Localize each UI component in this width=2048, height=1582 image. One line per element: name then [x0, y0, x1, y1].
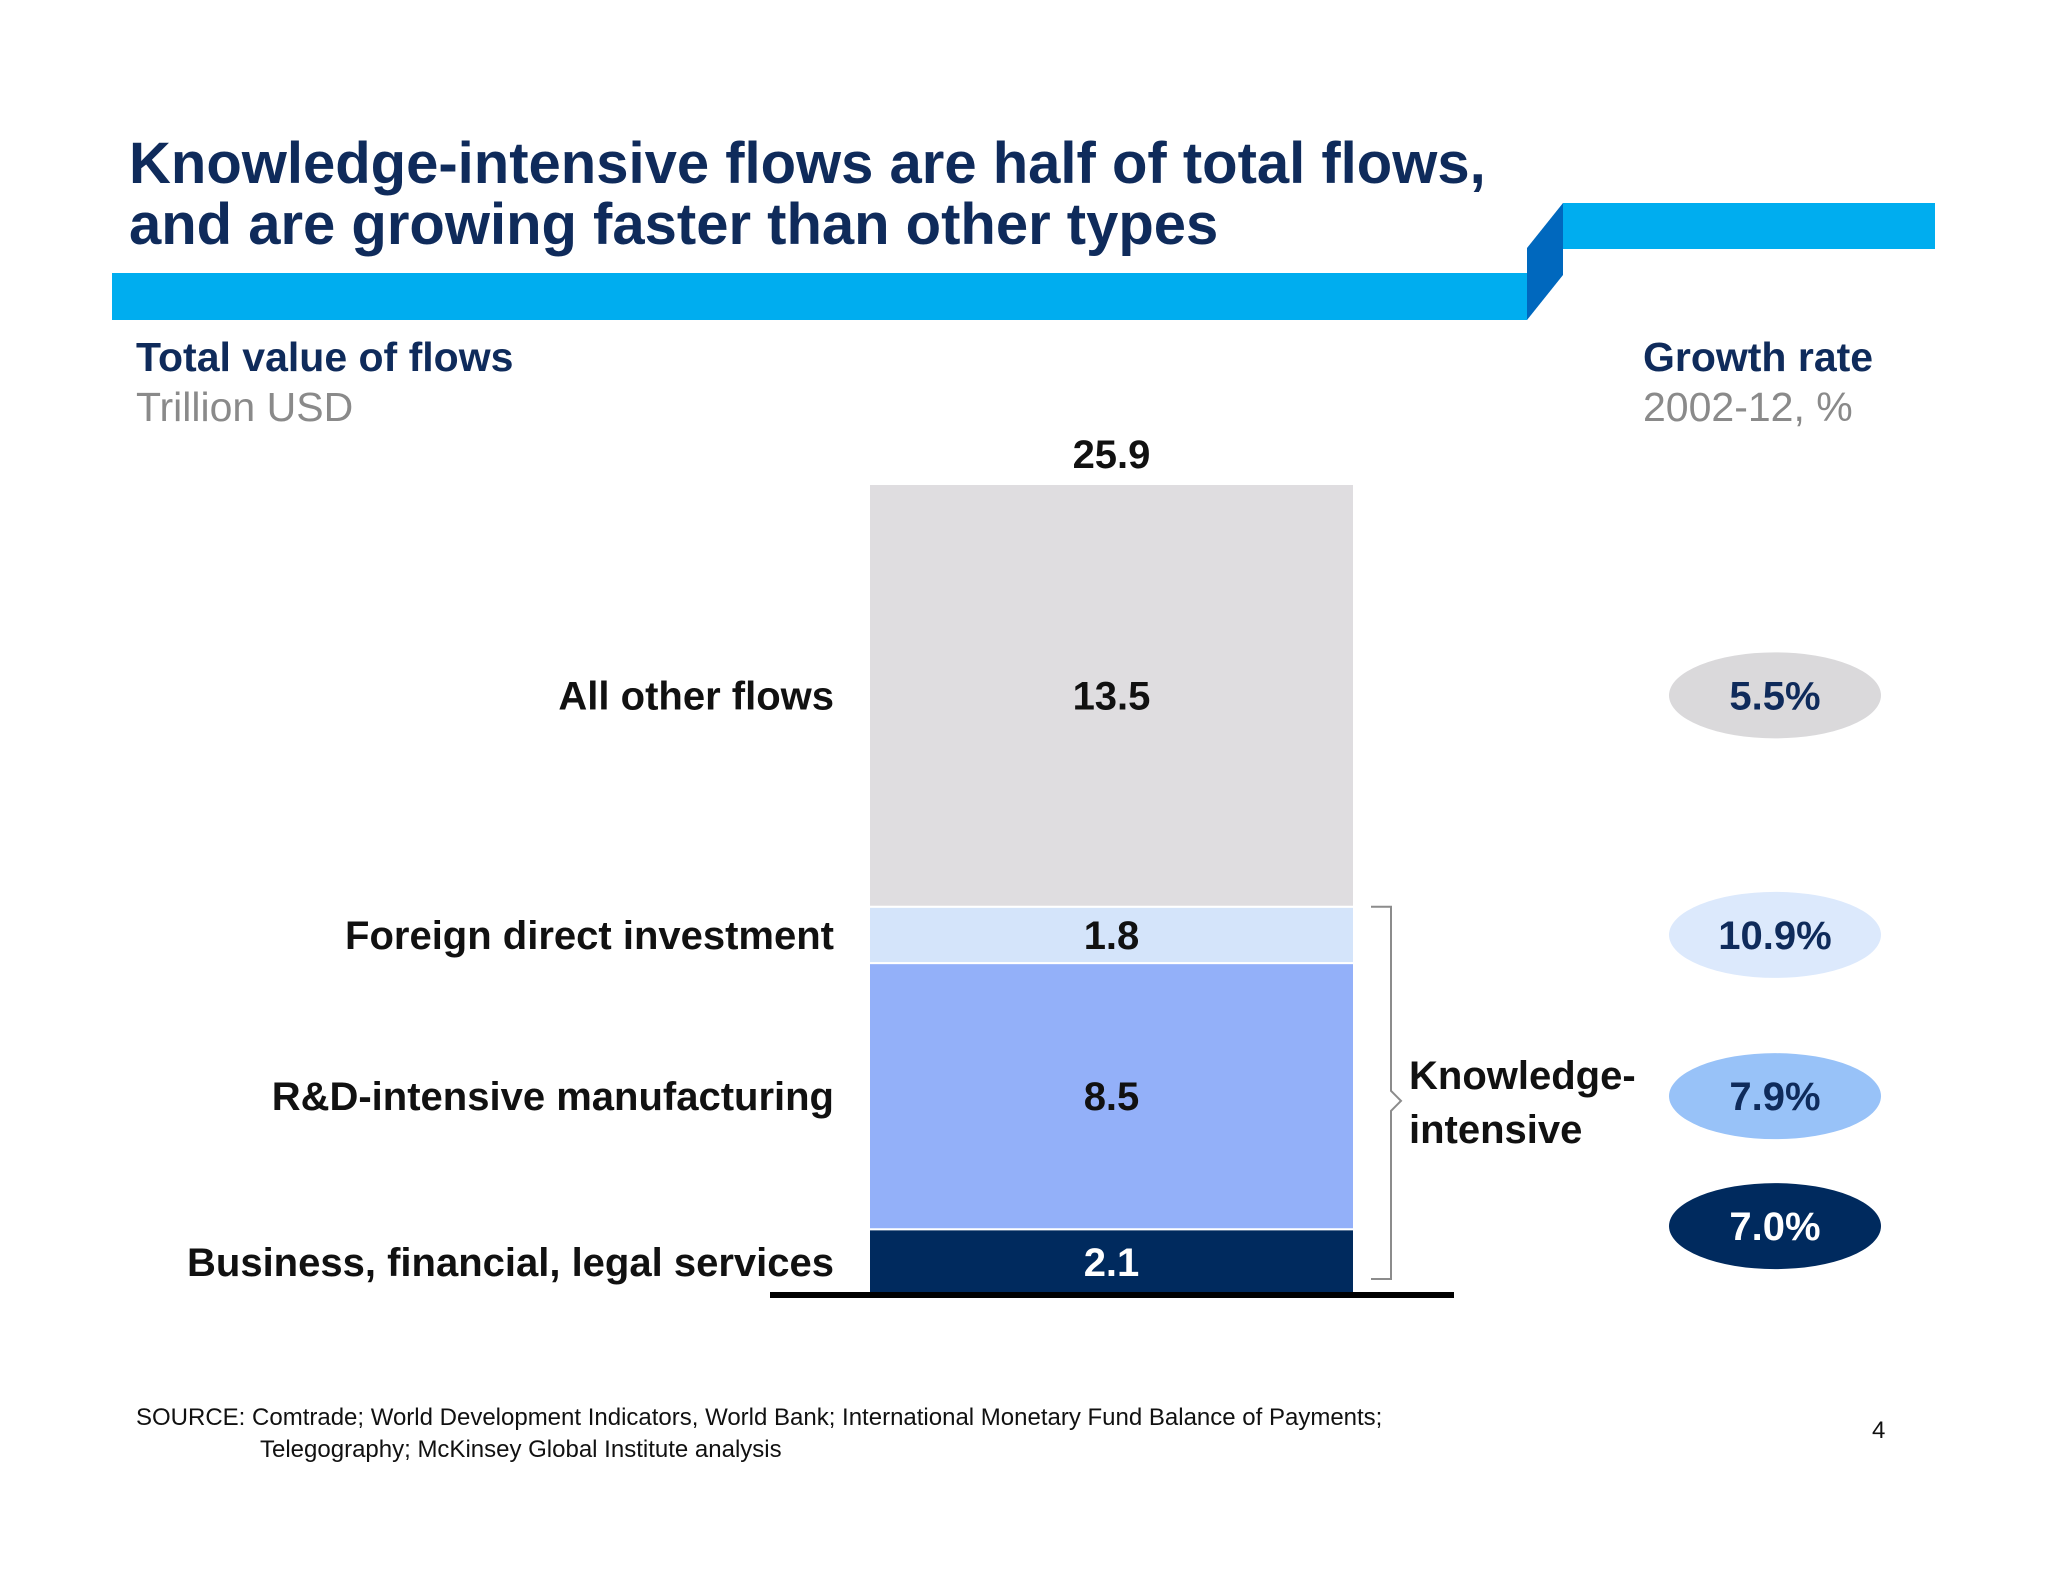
bar-segment-foreign-direct-investment: [868, 905, 1355, 965]
data-label-foreign-direct-investment: 1.8: [1084, 914, 1140, 958]
growth-pill-all-other-flows: [1669, 652, 1881, 739]
slide-title: Knowledge-intensive flows are half of to…: [129, 133, 1529, 255]
growth-pill-foreign-direct-investment: [1669, 891, 1881, 978]
left-header-title: Total value of flows: [136, 334, 514, 380]
category-label-business-financial-legal-services: Business, financial, legal services: [187, 1241, 834, 1285]
bracket-label-line-2: intensive: [1409, 1108, 1582, 1152]
stacked-bar-chart: 2.1 Business, financial, legal services 7.…: [187, 433, 1881, 1298]
banner-stripe-left: [112, 273, 1527, 320]
source-note: SOURCE: Comtrade; World Development Indi…: [136, 1402, 1382, 1466]
data-label-business-financial-legal-services: 2.1: [1084, 1241, 1140, 1285]
bracket-label-line-1: Knowledge-: [1409, 1054, 1636, 1098]
source-line-2: Telegography; McKinsey Global Institute …: [260, 1436, 782, 1463]
growth-label-all-other-flows: 5.5%: [1729, 674, 1820, 718]
category-label-all-other-flows: All other flows: [558, 674, 834, 718]
bar-segment-r-d-intensive-manufacturing: [868, 962, 1355, 1231]
category-label-r-d-intensive-manufacturing: R&D-intensive manufacturing: [272, 1075, 834, 1119]
header-banner: [112, 203, 1935, 320]
right-header-title: Growth rate: [1643, 334, 1874, 380]
page-number: 4: [1872, 1417, 1886, 1444]
growth-pill-r-d-intensive-manufacturing: [1669, 1053, 1881, 1140]
right-header-unit: 2002-12, %: [1643, 384, 1853, 430]
growth-pill-business-financial-legal-services: [1669, 1183, 1881, 1270]
data-label-r-d-intensive-manufacturing: 8.5: [1084, 1075, 1140, 1119]
total-label: 25.9: [1073, 433, 1151, 477]
growth-label-foreign-direct-investment: 10.9%: [1718, 914, 1831, 958]
banner-fold: [1527, 203, 1563, 320]
banner-stripe-right: [1563, 203, 1935, 249]
growth-label-business-financial-legal-services: 7.0%: [1729, 1205, 1820, 1249]
category-label-foreign-direct-investment: Foreign direct investment: [345, 914, 834, 958]
data-label-all-other-flows: 13.5: [1073, 674, 1151, 718]
bar-segment-all-other-flows: [868, 483, 1355, 908]
slide-title-line-2: and are growing faster than other types: [129, 192, 1219, 257]
left-header-unit: Trillion USD: [136, 384, 354, 430]
slide-title-line-1: Knowledge-intensive flows are half of to…: [129, 131, 1486, 196]
source-line-1: SOURCE: Comtrade; World Development Indi…: [136, 1404, 1383, 1431]
knowledge-intensive-bracket: [1371, 905, 1403, 1280]
growth-label-r-d-intensive-manufacturing: 7.9%: [1729, 1075, 1820, 1119]
